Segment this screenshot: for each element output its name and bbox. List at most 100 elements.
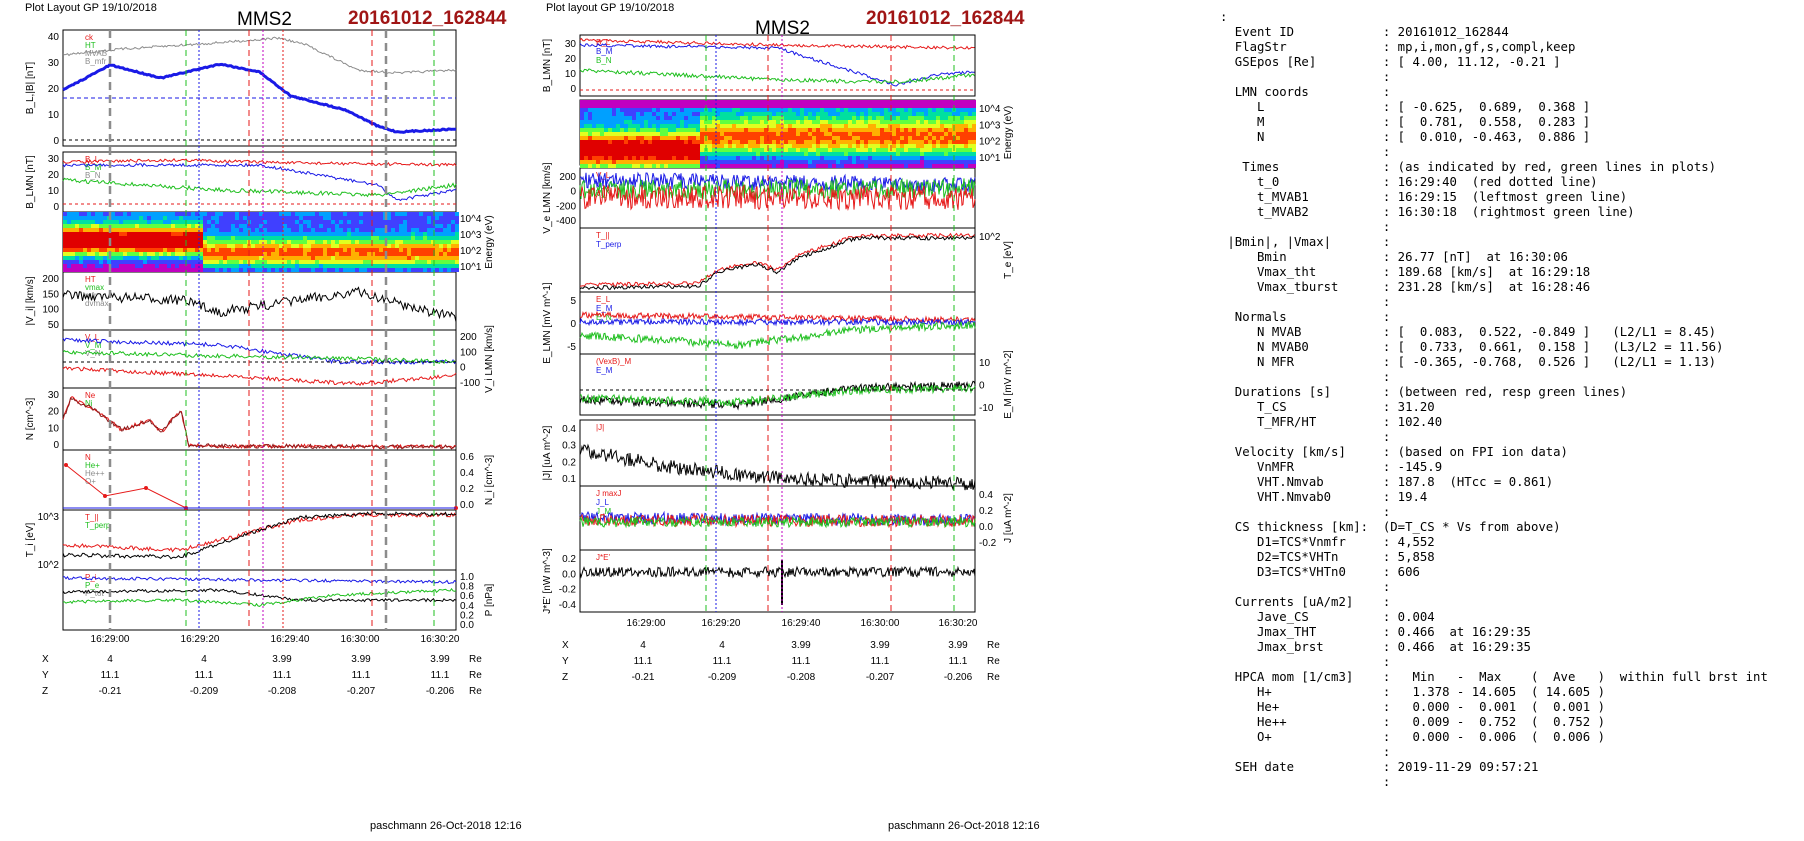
spectrogram-cell bbox=[912, 156, 916, 160]
spectrogram-cell bbox=[343, 236, 347, 240]
spectrogram-cell bbox=[868, 144, 872, 148]
spectrogram-cell bbox=[876, 136, 880, 140]
spectrogram-cell bbox=[712, 132, 716, 136]
spectrogram-cell bbox=[608, 104, 612, 108]
spectrogram-cell bbox=[740, 116, 744, 120]
spectrogram-cell bbox=[399, 260, 403, 264]
spectrogram-cell bbox=[407, 236, 411, 240]
spectrogram-cell bbox=[207, 264, 211, 268]
spectrogram-cell bbox=[584, 116, 588, 120]
spectrogram-cell bbox=[720, 144, 724, 148]
spectrogram-cell bbox=[95, 264, 99, 268]
spectrogram-cell bbox=[219, 212, 223, 216]
spectrogram-cell bbox=[375, 236, 379, 240]
spectrogram-cell bbox=[900, 160, 904, 164]
spectrogram-cell bbox=[932, 144, 936, 148]
spectrogram-cell bbox=[668, 104, 672, 108]
info-line: D3=TCS*VHTn0 : 606 bbox=[1220, 565, 1420, 579]
spectrogram-cell bbox=[672, 144, 676, 148]
spectrogram-cell bbox=[676, 124, 680, 128]
spectrogram-cell bbox=[920, 112, 924, 116]
spectrogram-cell bbox=[916, 144, 920, 148]
spectrogram-cell bbox=[367, 268, 371, 272]
spectrogram-cell bbox=[223, 260, 227, 264]
spectrogram-cell bbox=[175, 264, 179, 268]
spectrogram-cell bbox=[295, 256, 299, 260]
spectrogram-cell bbox=[736, 112, 740, 116]
spectrogram-cell bbox=[780, 156, 784, 160]
spectrogram-cell bbox=[712, 124, 716, 128]
spectrogram-cell bbox=[780, 132, 784, 136]
bl-series bbox=[62, 62, 456, 134]
spectrogram-cell bbox=[339, 212, 343, 216]
spectrogram-cell bbox=[620, 136, 624, 140]
spectrogram-cell bbox=[940, 100, 944, 104]
spectrogram-cell bbox=[351, 264, 355, 268]
spectrogram-cell bbox=[764, 148, 768, 152]
spectrogram-cell bbox=[399, 240, 403, 244]
spectrogram-cell bbox=[920, 104, 924, 108]
spectrogram-cell bbox=[596, 136, 600, 140]
spectrogram-cell bbox=[87, 252, 91, 256]
spectrogram-cell bbox=[604, 112, 608, 116]
spectrogram-cell bbox=[195, 240, 199, 244]
spectrogram-cell bbox=[363, 244, 367, 248]
spectrogram-cell bbox=[636, 108, 640, 112]
spectrogram-cell bbox=[956, 160, 960, 164]
spectrogram-cell bbox=[415, 256, 419, 260]
y-tick-label: 10^1 bbox=[979, 153, 1001, 164]
spectrogram-cell bbox=[948, 108, 952, 112]
spectrogram-cell bbox=[211, 248, 215, 252]
spectrogram-cell bbox=[327, 232, 331, 236]
spectrogram-cell bbox=[103, 240, 107, 244]
x-tick-label: 16:30:00 bbox=[341, 634, 380, 645]
spectrogram-cell bbox=[155, 240, 159, 244]
spectrogram-cell bbox=[387, 240, 391, 244]
spectrogram-cell bbox=[319, 240, 323, 244]
spectrogram-cell bbox=[660, 152, 664, 156]
spectrogram-cell bbox=[732, 132, 736, 136]
spectrogram-cell bbox=[331, 268, 335, 272]
spectrogram-cell bbox=[720, 164, 724, 168]
spectrogram-cell bbox=[844, 108, 848, 112]
spectrogram-cell bbox=[744, 152, 748, 156]
spectrogram-cell bbox=[824, 124, 828, 128]
spectrogram-cell bbox=[880, 124, 884, 128]
info-line: Vmax_tburst : 231.28 [km/s] at 16:28:46 bbox=[1220, 280, 1591, 294]
pos-value: 11.1 bbox=[195, 670, 214, 681]
left-plot-footer: paschmann 26-Oct-2018 12:16 bbox=[370, 820, 522, 832]
spectrogram-cell bbox=[588, 140, 592, 144]
spectrogram-cell bbox=[307, 240, 311, 244]
spectrogram-cell bbox=[71, 244, 75, 248]
spectrogram-cell bbox=[435, 220, 439, 224]
spectrogram-cell bbox=[712, 120, 716, 124]
spectrogram-cell bbox=[644, 152, 648, 156]
info-line: : bbox=[1220, 655, 1391, 669]
spectrogram-cell bbox=[680, 144, 684, 148]
legend-entry: N bbox=[85, 453, 91, 462]
spectrogram-cell bbox=[71, 220, 75, 224]
spectrogram-cell bbox=[159, 212, 163, 216]
spectrogram-cell bbox=[600, 140, 604, 144]
spectrogram-cell bbox=[323, 260, 327, 264]
spectrogram-cell bbox=[351, 220, 355, 224]
spectrogram-cell bbox=[355, 232, 359, 236]
info-line: t_MVAB1 : 16:29:15 (leftmost green line) bbox=[1220, 190, 1628, 204]
spectrogram-cell bbox=[83, 240, 87, 244]
spectrogram-cell bbox=[632, 124, 636, 128]
spectrogram-cell bbox=[956, 112, 960, 116]
spectrogram-cell bbox=[291, 224, 295, 228]
spectrogram-cell bbox=[391, 260, 395, 264]
spectrogram-cell bbox=[620, 100, 624, 104]
spectrogram-cell bbox=[431, 228, 435, 232]
spectrogram-cell bbox=[431, 268, 435, 272]
spectrogram-cell bbox=[820, 116, 824, 120]
spectrogram-cell bbox=[147, 252, 151, 256]
spectrogram-cell bbox=[932, 148, 936, 152]
spectrogram-cell bbox=[940, 164, 944, 168]
spectrogram-cell bbox=[67, 220, 71, 224]
spectrogram-cell bbox=[796, 108, 800, 112]
spectrogram-cell bbox=[796, 104, 800, 108]
spectrogram-cell bbox=[359, 232, 363, 236]
spectrogram-cell bbox=[864, 160, 868, 164]
